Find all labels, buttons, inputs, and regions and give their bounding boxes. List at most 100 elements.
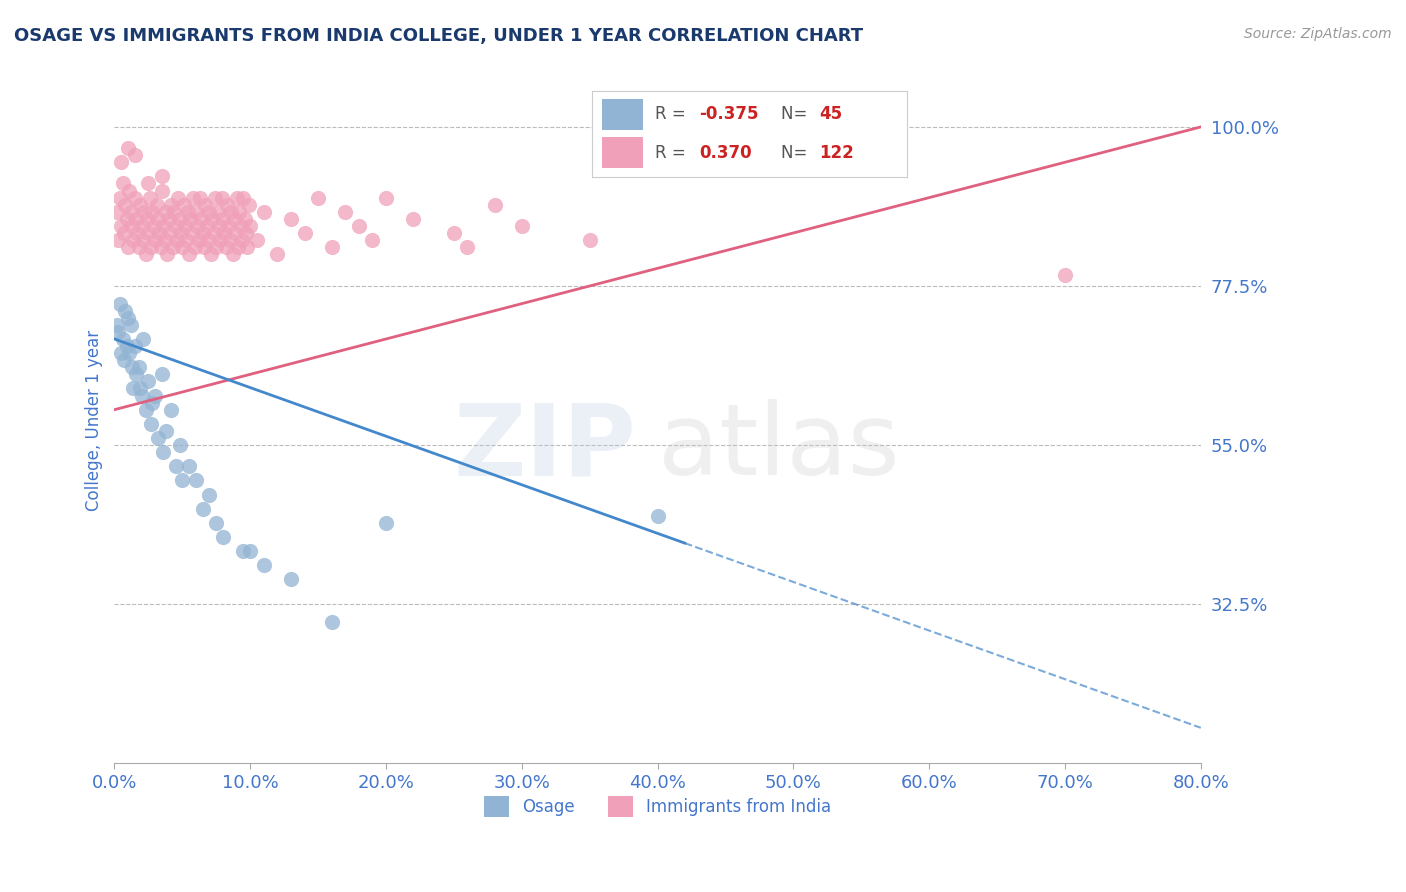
Point	[321, 615, 343, 629]
Point	[105, 318, 128, 332]
Point	[484, 197, 506, 211]
Point	[172, 474, 194, 488]
Point	[347, 219, 370, 233]
Point	[195, 219, 218, 233]
Point	[236, 240, 259, 254]
Point	[510, 219, 533, 233]
Point	[142, 219, 165, 233]
Legend: Osage, Immigrants from India: Osage, Immigrants from India	[477, 789, 838, 823]
Point	[190, 211, 212, 226]
Point	[239, 219, 262, 233]
Point	[209, 233, 232, 247]
Point	[253, 204, 276, 219]
Point	[115, 211, 138, 226]
Point	[321, 240, 343, 254]
Point	[107, 233, 129, 247]
Point	[191, 226, 214, 240]
Point	[115, 339, 138, 353]
Point	[169, 438, 191, 452]
Point	[402, 211, 425, 226]
Point	[146, 211, 169, 226]
Point	[124, 191, 146, 205]
Point	[197, 233, 219, 247]
Point	[239, 544, 262, 558]
Point	[219, 204, 242, 219]
Point	[128, 360, 150, 375]
Point	[226, 240, 249, 254]
Point	[105, 204, 128, 219]
Point	[188, 191, 211, 205]
Point	[212, 211, 235, 226]
Point	[110, 219, 132, 233]
Point	[335, 204, 357, 219]
Point	[131, 388, 153, 402]
Point	[225, 191, 247, 205]
Point	[200, 247, 222, 261]
Point	[152, 445, 174, 459]
Point	[307, 191, 329, 205]
Point	[184, 204, 207, 219]
Point	[176, 233, 198, 247]
Point	[111, 332, 134, 346]
Point	[143, 233, 166, 247]
Point	[160, 197, 183, 211]
Text: atlas: atlas	[658, 400, 900, 496]
Point	[233, 211, 256, 226]
Text: OSAGE VS IMMIGRANTS FROM INDIA COLLEGE, UNDER 1 YEAR CORRELATION CHART: OSAGE VS IMMIGRANTS FROM INDIA COLLEGE, …	[14, 27, 863, 45]
Point	[183, 240, 205, 254]
Point	[138, 226, 160, 240]
Point	[129, 382, 152, 396]
Point	[149, 240, 172, 254]
Point	[235, 226, 257, 240]
Point	[156, 247, 179, 261]
Point	[136, 211, 159, 226]
Point	[138, 177, 160, 191]
Point	[165, 219, 187, 233]
Point	[111, 177, 134, 191]
Point	[153, 233, 176, 247]
Point	[118, 346, 141, 360]
Point	[112, 353, 135, 368]
Point	[578, 233, 600, 247]
Point	[207, 204, 229, 219]
Point	[224, 226, 246, 240]
Point	[121, 219, 143, 233]
Point	[122, 382, 145, 396]
Point	[159, 226, 181, 240]
Point	[143, 388, 166, 402]
Point	[132, 332, 155, 346]
Point	[114, 303, 136, 318]
Point	[177, 247, 200, 261]
Point	[205, 240, 228, 254]
Point	[146, 431, 169, 445]
Point	[169, 211, 191, 226]
Point	[193, 240, 215, 254]
Point	[212, 530, 235, 544]
Point	[129, 197, 152, 211]
Point	[218, 233, 240, 247]
Point	[201, 211, 224, 226]
Point	[165, 459, 187, 474]
Point	[361, 233, 384, 247]
Point	[150, 169, 173, 184]
Point	[198, 204, 221, 219]
Point	[238, 197, 260, 211]
Point	[186, 219, 208, 233]
Point	[443, 226, 465, 240]
Point	[187, 233, 209, 247]
Point	[184, 474, 207, 488]
Point	[294, 226, 316, 240]
Point	[180, 226, 202, 240]
Point	[132, 233, 155, 247]
Point	[108, 296, 131, 310]
Point	[114, 197, 136, 211]
Point	[141, 395, 163, 409]
Point	[135, 402, 157, 417]
Point	[198, 487, 221, 501]
Point	[139, 417, 162, 431]
Point	[228, 204, 250, 219]
Text: ZIP: ZIP	[453, 400, 636, 496]
Point	[266, 247, 288, 261]
Point	[110, 155, 132, 169]
Point	[246, 233, 269, 247]
